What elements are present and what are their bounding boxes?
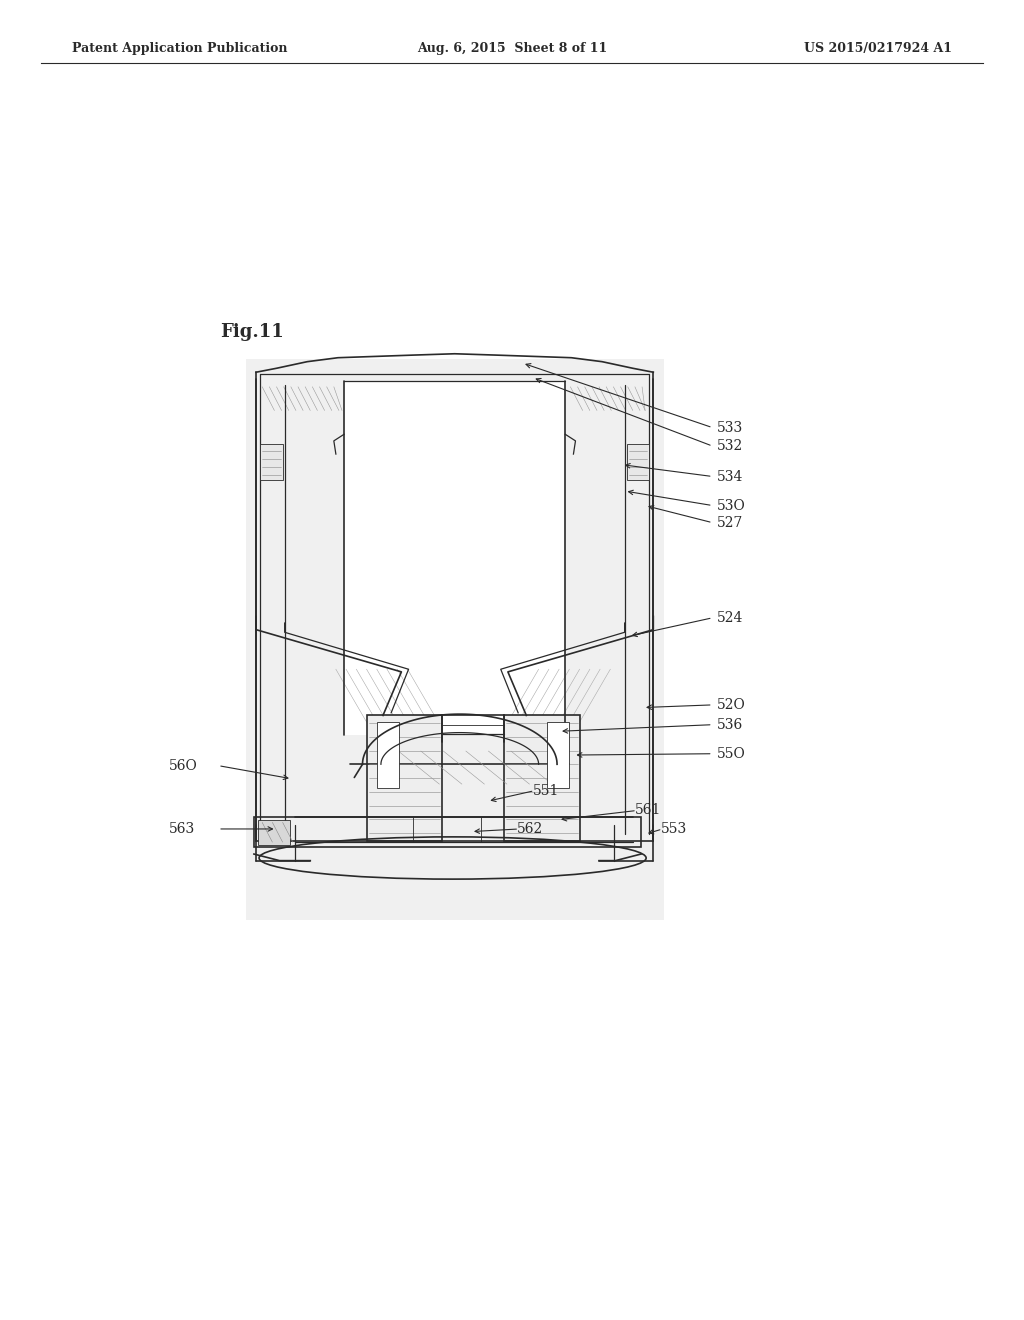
Bar bbox=[504, 715, 580, 841]
Text: 52O: 52O bbox=[717, 698, 745, 711]
Bar bbox=[627, 444, 649, 480]
Bar bbox=[260, 444, 283, 480]
Bar bbox=[344, 381, 565, 735]
Text: US 2015/0217924 A1: US 2015/0217924 A1 bbox=[804, 42, 952, 55]
Bar bbox=[547, 722, 569, 788]
Bar bbox=[246, 359, 664, 920]
Text: 532: 532 bbox=[717, 440, 743, 453]
Text: 562: 562 bbox=[517, 822, 544, 836]
Text: 527: 527 bbox=[717, 516, 743, 529]
Text: 563: 563 bbox=[169, 822, 196, 836]
Text: 53O: 53O bbox=[717, 499, 745, 512]
Text: 551: 551 bbox=[532, 784, 559, 797]
Bar bbox=[377, 722, 399, 788]
Text: 533: 533 bbox=[717, 421, 743, 434]
Text: Patent Application Publication: Patent Application Publication bbox=[72, 42, 287, 55]
Text: 55O: 55O bbox=[717, 747, 745, 760]
Bar bbox=[367, 715, 442, 841]
Text: 561: 561 bbox=[635, 804, 662, 817]
Text: 534: 534 bbox=[717, 470, 743, 483]
Text: 524: 524 bbox=[717, 611, 743, 624]
Text: 536: 536 bbox=[717, 718, 743, 731]
Text: Fig.11: Fig.11 bbox=[220, 323, 284, 342]
Text: Aug. 6, 2015  Sheet 8 of 11: Aug. 6, 2015 Sheet 8 of 11 bbox=[417, 42, 607, 55]
Bar bbox=[258, 820, 290, 845]
Bar bbox=[254, 817, 641, 847]
Text: 553: 553 bbox=[660, 822, 687, 836]
Text: 56O: 56O bbox=[169, 759, 198, 772]
